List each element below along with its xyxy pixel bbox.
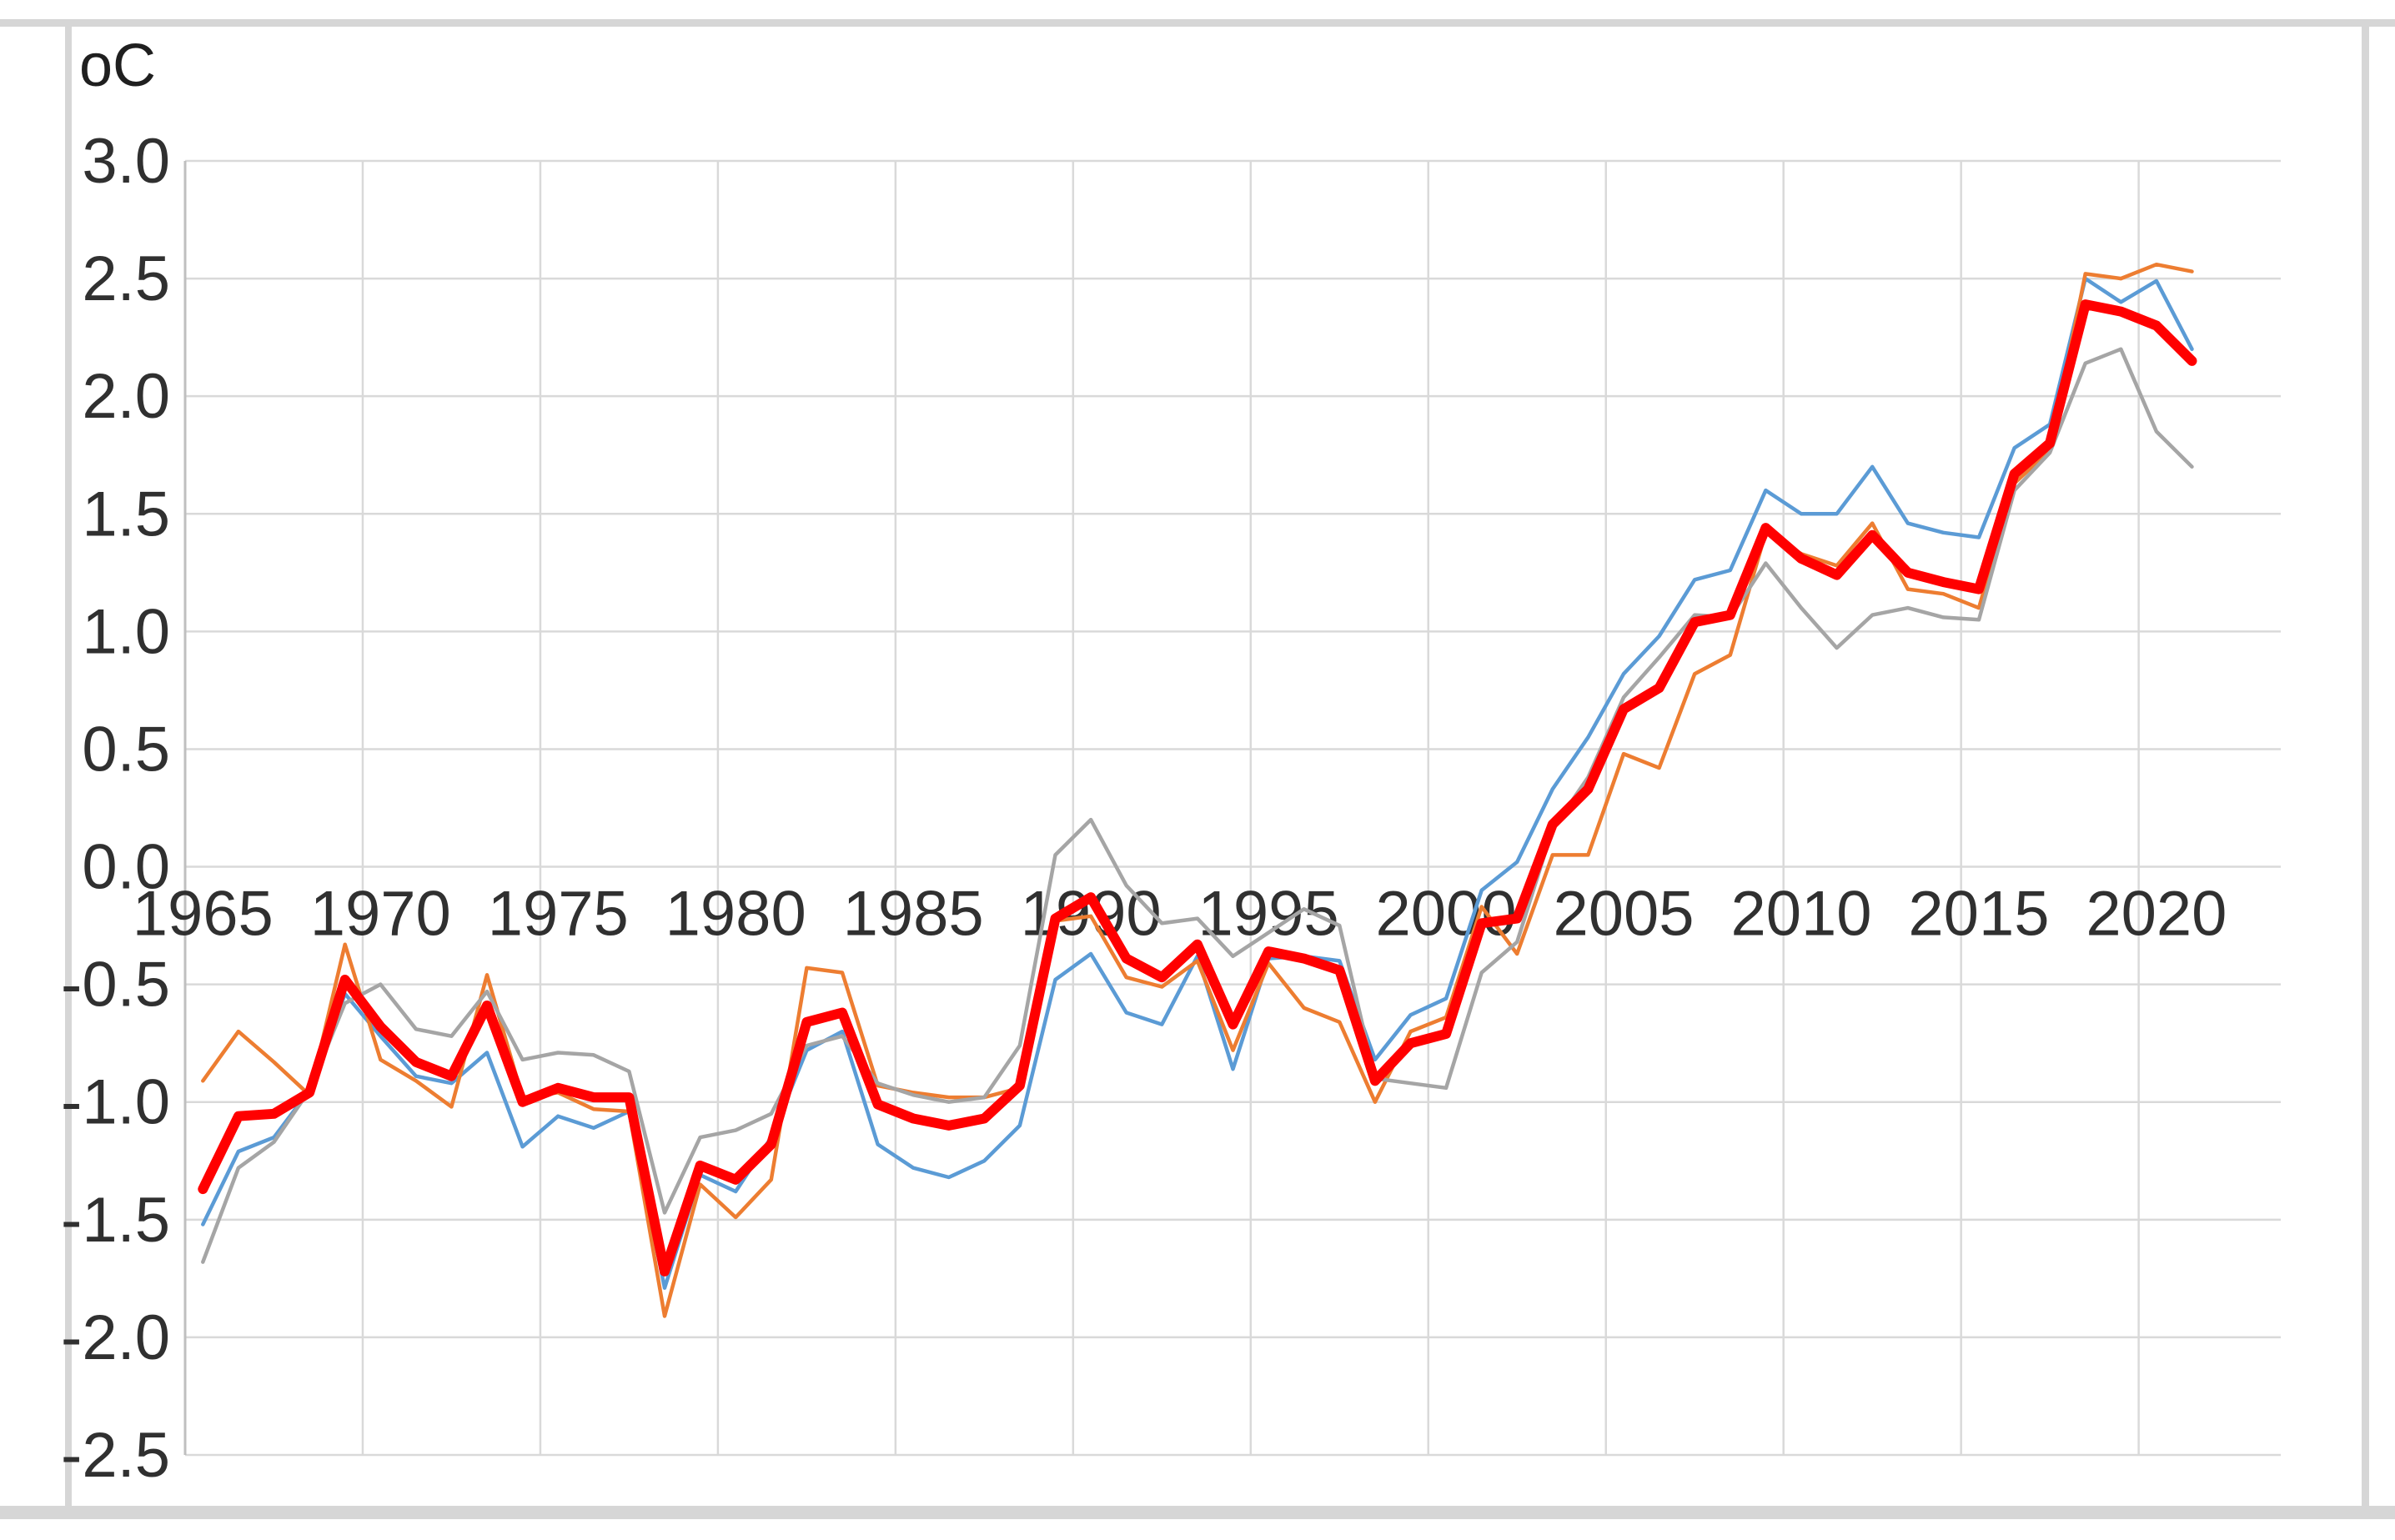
y-tick-label: 2.5 — [82, 243, 170, 314]
chart-frame — [0, 19, 2395, 1519]
x-tick-label: 2005 — [1553, 878, 1694, 949]
frame-left-border — [65, 19, 72, 1514]
x-tick-label: 1975 — [488, 878, 629, 949]
y-tick-label: 0.0 — [82, 832, 170, 903]
y-tick-label: 1.5 — [82, 479, 170, 549]
x-tick-label: 2020 — [2086, 878, 2227, 949]
y-tick-label: -0.5 — [61, 950, 170, 1021]
x-tick-label: 2000 — [1376, 878, 1517, 949]
y-tick-label: -2.0 — [61, 1302, 170, 1373]
frame-bottom-band — [0, 1506, 2395, 1519]
y-tick-label: -1.0 — [61, 1067, 170, 1138]
x-tick-label: 1965 — [133, 878, 274, 949]
x-tick-label: 2010 — [1730, 878, 1871, 949]
y-tick-label: -1.5 — [61, 1185, 170, 1256]
series_red_mean-line — [198, 299, 2197, 1277]
x-tick-label: 1980 — [665, 878, 806, 949]
frame-right-border — [2362, 19, 2369, 1514]
horizontal-gridlines — [185, 159, 2281, 1457]
series_gray-line — [201, 347, 2194, 1264]
y-tick-label: 1.0 — [82, 596, 170, 667]
x-tick-label: 1970 — [310, 878, 451, 949]
frame-top-band — [0, 19, 2395, 27]
x-axis-tick-labels: 1965 1970 1975 1980 1985 1990 1995 2000 2005 2010… — [133, 878, 2227, 949]
x-tick-label: 1985 — [843, 878, 984, 949]
y-tick-label: 3.0 — [82, 126, 170, 197]
data-series — [198, 262, 2197, 1318]
y-tick-label: 2.0 — [82, 361, 170, 432]
y-tick-label: 0.5 — [82, 714, 170, 785]
y-axis-tick-labels: 3.0 2.5 2.0 1.5 1.0 0.5 0.0 -0.5 -1.0 -1.5 -2.0 -2.… — [61, 126, 170, 1491]
y-axis-unit-label: oC — [79, 33, 157, 99]
y-tick-label: -2.5 — [61, 1420, 170, 1491]
x-tick-label: 2015 — [1908, 878, 2049, 949]
